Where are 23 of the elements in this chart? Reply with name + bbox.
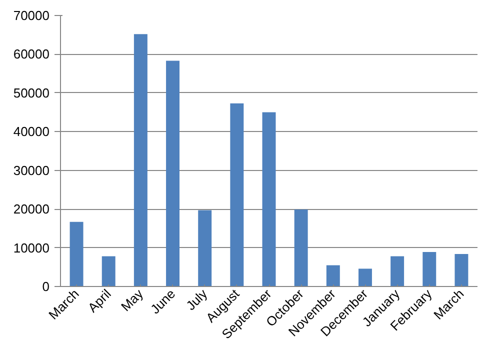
bar — [358, 268, 372, 286]
bar — [422, 252, 436, 286]
y-tick-label: 60000 — [13, 46, 50, 62]
bar — [326, 265, 340, 286]
y-tick-label: 0 — [42, 279, 50, 294]
bar — [262, 112, 276, 286]
bar — [70, 222, 84, 286]
y-tick-label: 10000 — [13, 240, 50, 256]
y-tick-label: 20000 — [13, 202, 50, 217]
x-tick-label: July — [183, 286, 210, 314]
y-tick-label: 50000 — [13, 85, 50, 100]
x-tick-label: May — [118, 286, 146, 314]
bar — [102, 256, 116, 286]
y-tick-label: 30000 — [13, 162, 50, 178]
bar — [454, 254, 468, 286]
bar — [390, 256, 404, 286]
bar — [198, 210, 212, 286]
bar — [134, 34, 148, 286]
bar — [230, 103, 244, 286]
y-tick-label: 40000 — [13, 124, 50, 140]
y-tick-label: 70000 — [13, 8, 50, 23]
bar — [166, 60, 180, 286]
bar — [294, 209, 308, 286]
